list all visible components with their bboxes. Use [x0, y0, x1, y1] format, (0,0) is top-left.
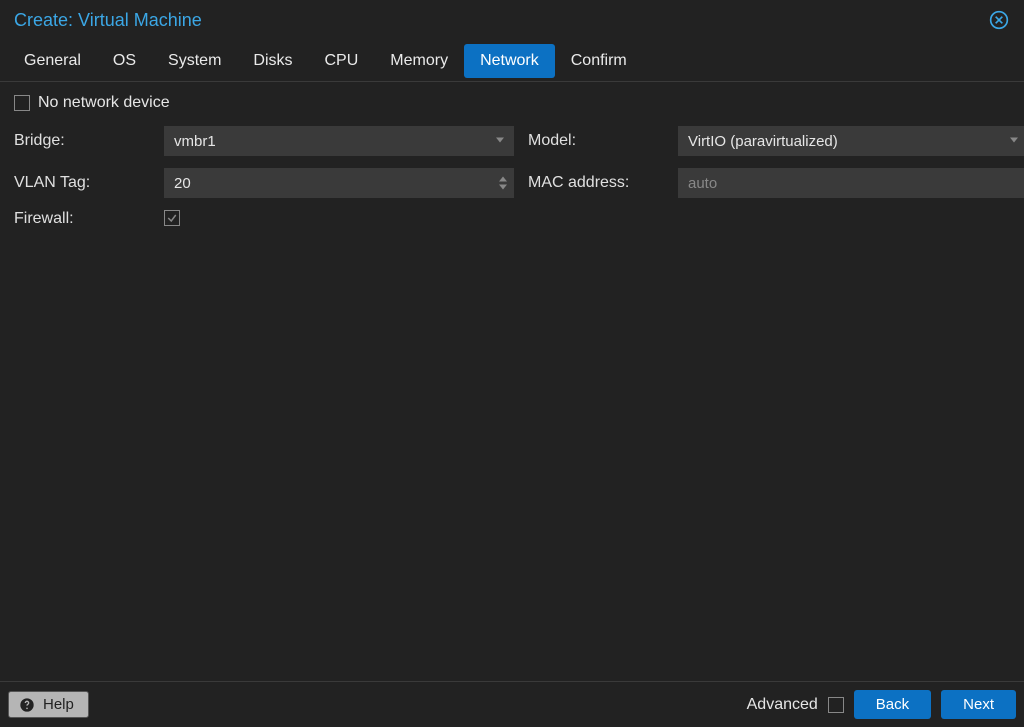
spinner-arrows-icon: [498, 177, 508, 190]
advanced-label: Advanced: [747, 696, 818, 714]
firewall-label: Firewall:: [14, 210, 164, 228]
vlan-input[interactable]: 20: [164, 168, 514, 198]
tab-network[interactable]: Network: [464, 44, 555, 78]
help-button[interactable]: Help: [8, 691, 89, 718]
next-button[interactable]: Next: [941, 690, 1016, 719]
no-network-checkbox[interactable]: [14, 95, 30, 111]
titlebar: Create: Virtual Machine: [0, 0, 1024, 40]
tab-cpu[interactable]: CPU: [309, 44, 375, 78]
back-button[interactable]: Back: [854, 690, 931, 719]
help-icon: [19, 697, 35, 713]
footer-bar: Help Advanced Back Next: [0, 681, 1024, 727]
model-label: Model:: [528, 132, 678, 150]
help-button-label: Help: [43, 696, 74, 713]
tab-memory[interactable]: Memory: [374, 44, 464, 78]
tab-confirm[interactable]: Confirm: [555, 44, 643, 78]
window-title: Create: Virtual Machine: [14, 10, 202, 31]
bridge-label: Bridge:: [14, 132, 164, 150]
close-icon[interactable]: [988, 9, 1010, 31]
advanced-checkbox[interactable]: [828, 697, 844, 713]
form-panel: No network device Bridge: vmbr1 Model: V…: [0, 82, 1024, 240]
tab-disks[interactable]: Disks: [237, 44, 308, 78]
tab-general[interactable]: General: [8, 44, 97, 78]
mac-label: MAC address:: [528, 174, 678, 192]
mac-input[interactable]: auto: [678, 168, 1024, 198]
tab-bar: General OS System Disks CPU Memory Netwo…: [0, 40, 1024, 82]
model-select[interactable]: VirtIO (paravirtualized): [678, 126, 1024, 156]
vlan-label: VLAN Tag:: [14, 174, 164, 192]
firewall-checkbox[interactable]: [164, 210, 180, 226]
tab-system[interactable]: System: [152, 44, 237, 78]
bridge-select[interactable]: vmbr1: [164, 126, 514, 156]
no-network-label: No network device: [38, 94, 170, 112]
tab-os[interactable]: OS: [97, 44, 152, 78]
